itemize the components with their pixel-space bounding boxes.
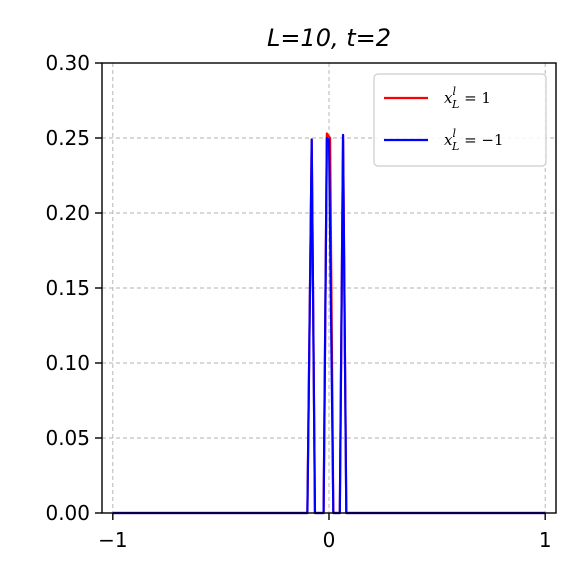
y-tick-label-4: 0.20 bbox=[45, 201, 90, 225]
legend-box bbox=[373, 73, 547, 167]
x-tick-label-0: −1 bbox=[98, 528, 127, 552]
y-tick-label-6: 0.30 bbox=[45, 51, 90, 75]
y-tick-label-2: 0.10 bbox=[45, 351, 90, 375]
series-line-1 bbox=[112, 133, 546, 515]
legend: xl L = 1 xl L = −1 bbox=[373, 73, 547, 167]
y-tick-label-0: 0.00 bbox=[45, 501, 90, 525]
x-tick-label-1: 0 bbox=[323, 528, 336, 552]
y-tick-label-3: 0.15 bbox=[45, 276, 90, 300]
axis-ticks: −1 0 1 0.00 0.05 0.10 0.15 0.20 0.25 0.30 bbox=[45, 51, 551, 552]
plot-lines bbox=[112, 132, 546, 515]
x-tick-label-2: 1 bbox=[539, 528, 552, 552]
y-tick-label-1: 0.05 bbox=[45, 426, 90, 450]
legend-label-1: xl L = −1 bbox=[444, 127, 504, 153]
chart-title: L=10, t=2 bbox=[267, 24, 391, 52]
legend-label-0: xl L = 1 bbox=[444, 85, 491, 111]
y-tick-label-5: 0.25 bbox=[45, 126, 90, 150]
